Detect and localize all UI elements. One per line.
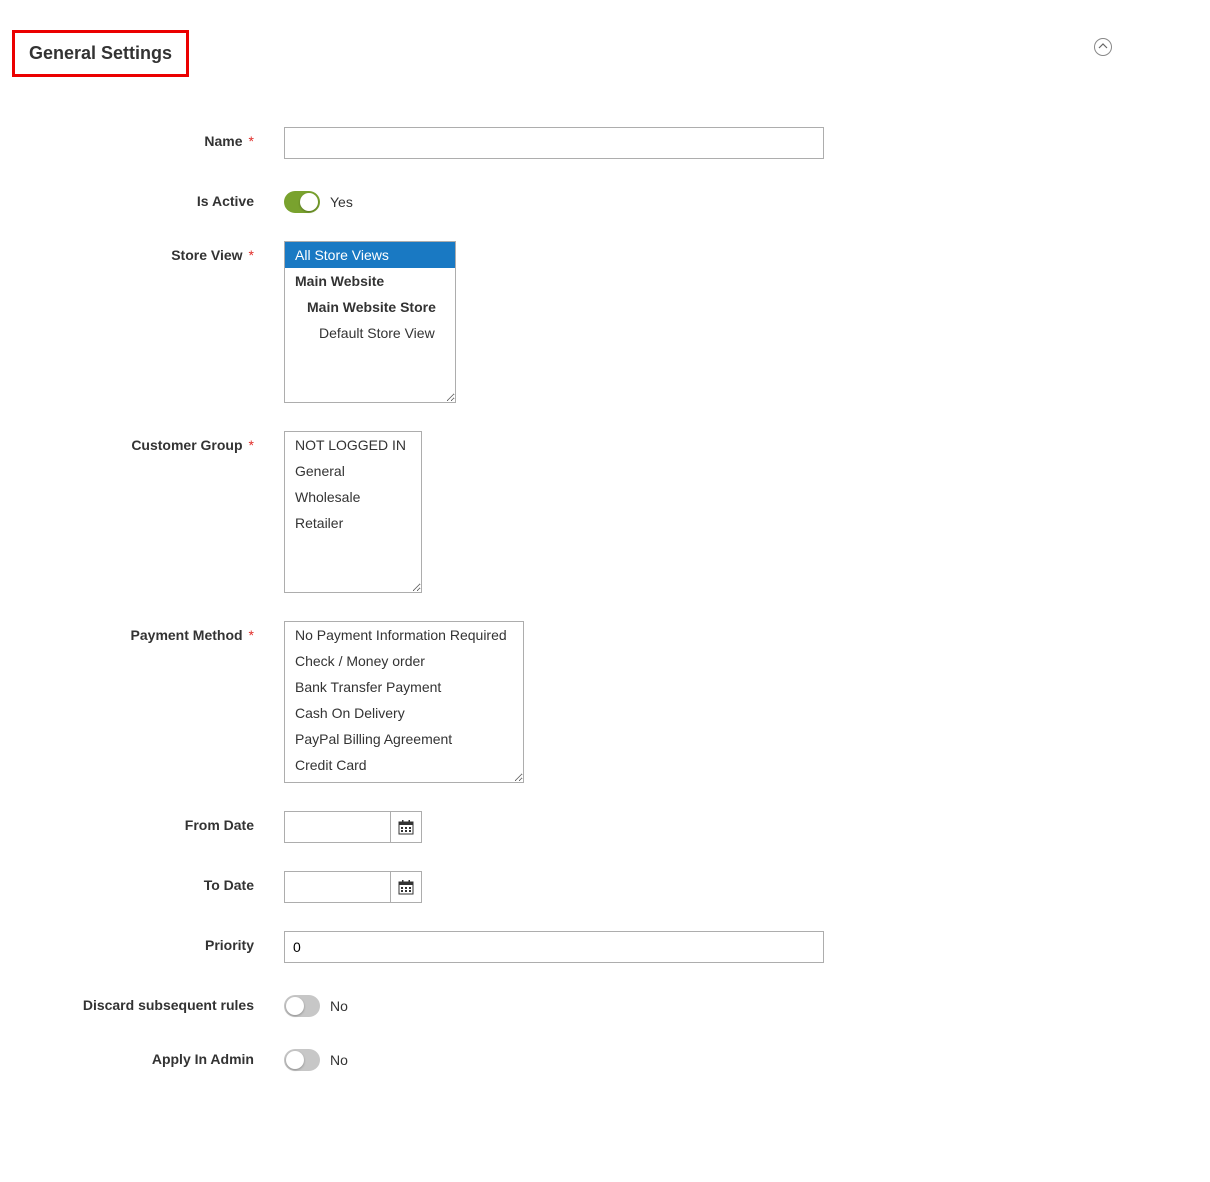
section-header: General Settings [12, 30, 189, 77]
customer-group-option[interactable]: NOT LOGGED IN [285, 432, 421, 458]
payment-method-option[interactable]: PayPal Billing Agreement [285, 726, 523, 752]
payment-method-option[interactable]: Credit Card [285, 752, 523, 778]
customer-group-option[interactable]: General [285, 458, 421, 484]
name-input[interactable] [284, 127, 824, 159]
priority-input[interactable] [284, 931, 824, 963]
store-view-option[interactable]: All Store Views [285, 242, 455, 268]
customer-group-label: Customer Group [12, 431, 284, 453]
store-view-option[interactable]: Main Website Store [285, 294, 455, 320]
calendar-icon [398, 819, 414, 835]
payment-method-select[interactable]: No Payment Information Required Check / … [284, 621, 524, 783]
is-active-label: Is Active [12, 187, 284, 209]
apply-in-admin-value: No [330, 1052, 348, 1068]
customer-group-option[interactable]: Retailer [285, 510, 421, 536]
apply-in-admin-label: Apply In Admin [12, 1045, 284, 1067]
priority-label: Priority [12, 931, 284, 953]
payment-method-option[interactable]: Bank Transfer Payment [285, 674, 523, 700]
discard-subsequent-value: No [330, 998, 348, 1014]
to-date-label: To Date [12, 871, 284, 893]
is-active-value: Yes [330, 194, 353, 210]
store-view-label: Store View [12, 241, 284, 263]
to-date-input[interactable] [284, 871, 390, 903]
name-label: Name [12, 127, 284, 149]
customer-group-select[interactable]: NOT LOGGED IN General Wholesale Retailer [284, 431, 422, 593]
calendar-icon [398, 879, 414, 895]
payment-method-option[interactable]: Cash On Delivery [285, 700, 523, 726]
from-date-input[interactable] [284, 811, 390, 843]
is-active-toggle[interactable] [284, 191, 320, 213]
from-date-picker-button[interactable] [390, 811, 422, 843]
section-title: General Settings [29, 43, 172, 64]
discard-subsequent-toggle[interactable] [284, 995, 320, 1017]
to-date-picker-button[interactable] [390, 871, 422, 903]
payment-method-option[interactable]: Check / Money order [285, 648, 523, 674]
payment-method-label: Payment Method [12, 621, 284, 643]
collapse-icon[interactable] [1094, 38, 1112, 56]
store-view-option[interactable]: Main Website [285, 268, 455, 294]
store-view-select[interactable]: All Store Views Main Website Main Websit… [284, 241, 456, 403]
payment-method-option[interactable]: No Payment Information Required [285, 622, 523, 648]
discard-subsequent-label: Discard subsequent rules [12, 991, 284, 1013]
customer-group-option[interactable]: Wholesale [285, 484, 421, 510]
apply-in-admin-toggle[interactable] [284, 1049, 320, 1071]
store-view-option[interactable]: Default Store View [285, 320, 455, 346]
from-date-label: From Date [12, 811, 284, 833]
